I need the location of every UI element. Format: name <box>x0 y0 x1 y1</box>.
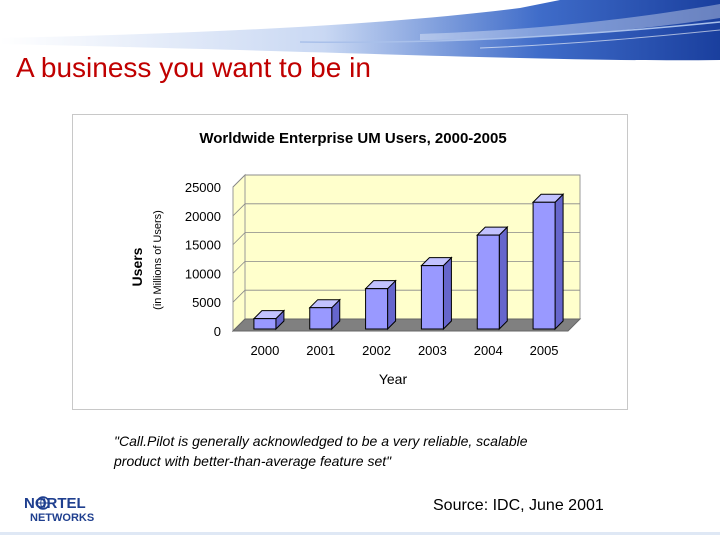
y-axis-sublabel: (in Millions of Users) <box>152 210 164 310</box>
bar-side <box>442 256 452 331</box>
y-tick-label: 20000 <box>185 209 221 224</box>
bar <box>532 201 556 330</box>
x-tick-label: 2001 <box>306 343 335 358</box>
bar <box>309 307 333 330</box>
gridline-side <box>232 203 246 217</box>
y-tick-label: 0 <box>214 324 221 339</box>
gridline-side <box>232 174 246 188</box>
y-tick-label: 25000 <box>185 180 221 195</box>
footer-rule <box>0 532 720 535</box>
quote-text: "Call.Pilot is generally acknowledged to… <box>114 431 634 471</box>
y-tick-label: 10000 <box>185 266 221 281</box>
slide-title: A business you want to be in <box>16 52 371 83</box>
y-tick-label: 5000 <box>192 295 221 310</box>
bar-side <box>554 193 564 331</box>
y-axis-label: Users <box>129 247 145 286</box>
gridline-side <box>232 289 246 303</box>
logo-text-line1: NORTEL <box>24 495 86 512</box>
chart-panel: Worldwide Enterprise UM Users, 2000-2005… <box>72 114 628 410</box>
source-text: Source: IDC, June 2001 <box>433 497 604 514</box>
bar <box>253 318 277 330</box>
bar-side <box>498 225 508 331</box>
header-swoosh <box>0 0 720 61</box>
quote-line-2: product with better-than-average feature… <box>114 453 392 469</box>
plot-floor <box>231 318 582 332</box>
bar-chart: Worldwide Enterprise UM Users, 2000-2005… <box>129 130 582 387</box>
x-tick-label: 2004 <box>474 343 503 358</box>
x-axis-label: Year <box>379 371 408 387</box>
bar <box>420 265 444 330</box>
x-tick-label: 2005 <box>530 343 559 358</box>
nortel-globe-logo-icon <box>36 496 50 510</box>
x-tick-label: 2002 <box>362 343 391 358</box>
plot-back-wall <box>244 174 581 320</box>
bar <box>476 234 500 330</box>
chart-title: Worldwide Enterprise UM Users, 2000-2005 <box>199 130 506 147</box>
gridline-side <box>232 232 246 245</box>
plot-side-wall <box>232 173 246 333</box>
nortel-networks-logo: NORTEL NETWORKS <box>24 495 94 524</box>
x-tick-label: 2000 <box>250 343 279 358</box>
logo-text-line2: NETWORKS <box>30 512 94 524</box>
bar <box>365 288 389 330</box>
x-tick-label: 2003 <box>418 343 447 358</box>
quote-line-1: "Call.Pilot is generally acknowledged to… <box>114 433 528 449</box>
y-tick-label: 15000 <box>185 238 221 253</box>
gridline-side <box>232 261 246 274</box>
